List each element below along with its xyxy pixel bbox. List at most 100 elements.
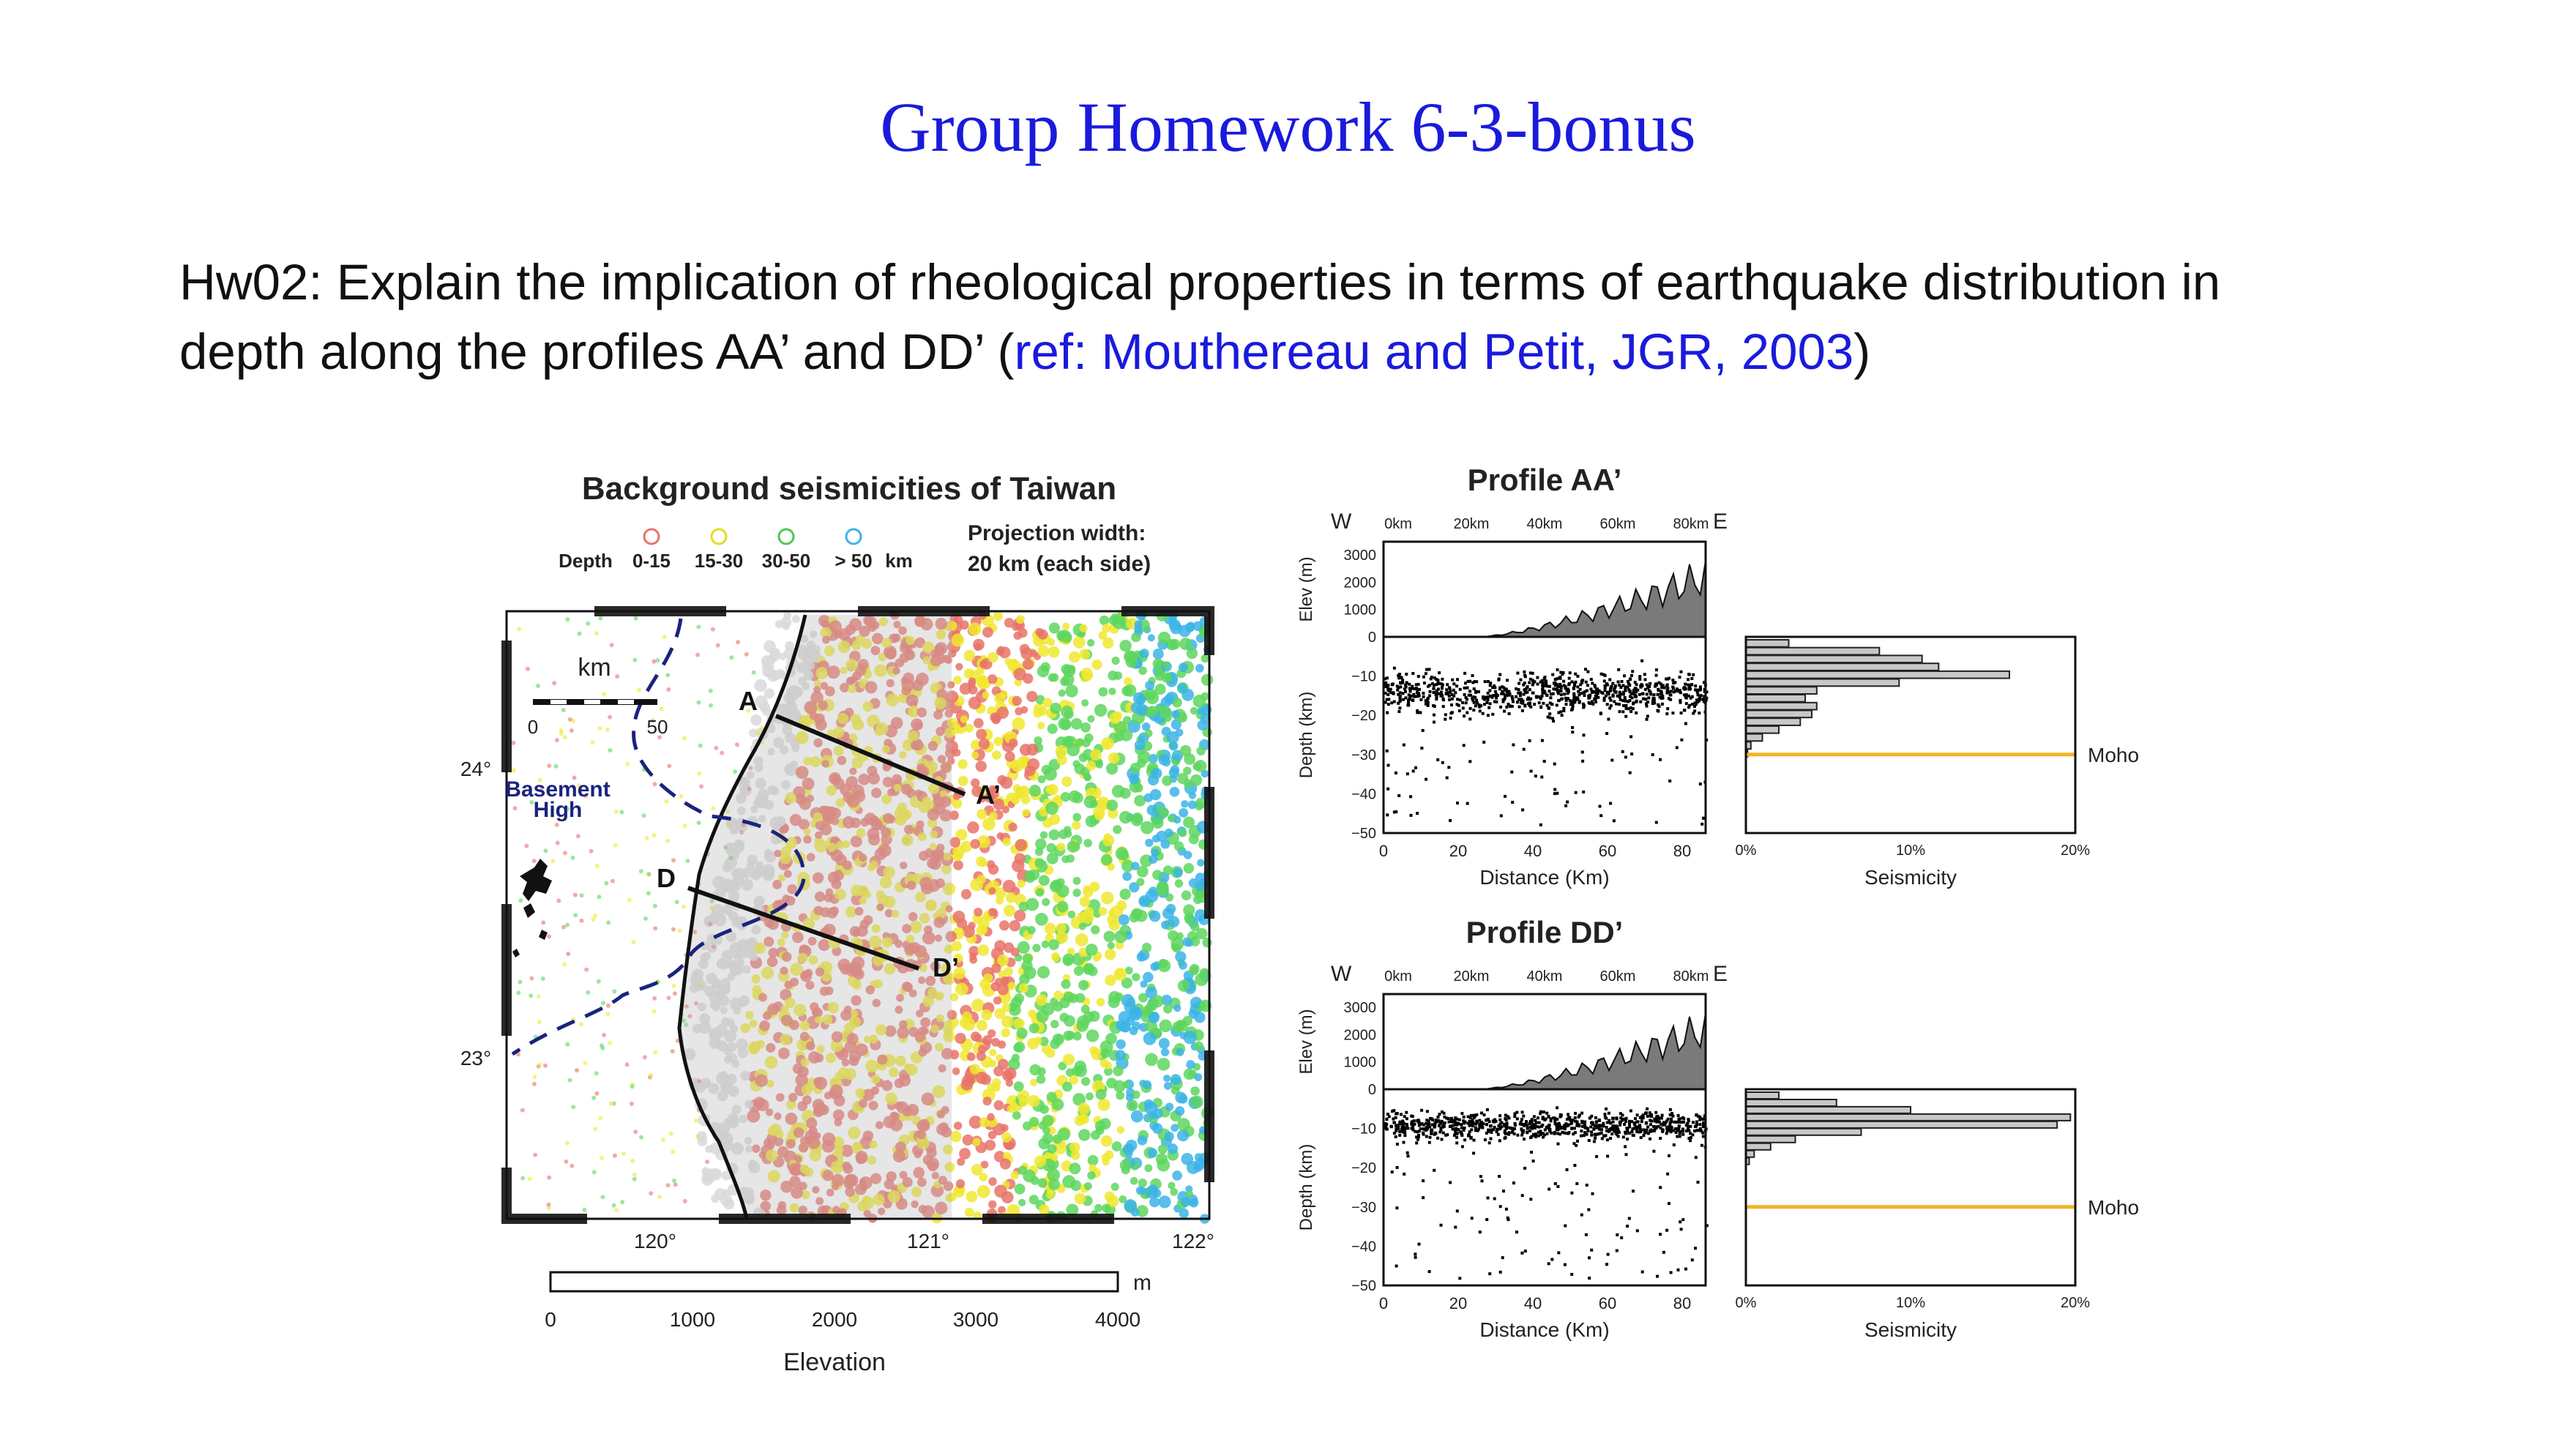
seismicity-dot — [547, 763, 552, 769]
earthquake-point — [1684, 682, 1687, 686]
earthquake-point — [1687, 687, 1691, 690]
seismicity-dot — [799, 1020, 810, 1031]
seismicity-dot — [620, 1200, 625, 1205]
earthquake-point — [1473, 1115, 1476, 1118]
seismicity-dot — [1134, 739, 1146, 751]
seismicity-dot — [1029, 1064, 1041, 1076]
seismicity-dot — [606, 1003, 611, 1008]
seismicity-dot — [1029, 1078, 1038, 1086]
distance-tick: 0 — [1379, 1294, 1388, 1313]
seismicity-dot — [764, 936, 774, 947]
earthquake-point — [1654, 821, 1658, 824]
seismicity-dot — [751, 1144, 761, 1154]
seismicity-dot — [1201, 673, 1214, 686]
seismicity-dot — [982, 627, 993, 638]
earthquake-point — [1567, 697, 1570, 701]
seismicity-dot — [1107, 941, 1115, 949]
seismicity-dot — [1190, 963, 1200, 974]
earthquake-point — [1597, 1119, 1601, 1121]
seismicity-dot — [565, 922, 570, 927]
seismicity-dot — [1190, 706, 1198, 715]
earthquake-point — [1682, 687, 1686, 690]
earthquake-point — [1457, 709, 1461, 713]
seismicity-dot — [533, 1152, 538, 1157]
earthquake-point — [1498, 1118, 1502, 1121]
seismicity-dot — [919, 851, 929, 861]
earthquake-point — [1610, 1125, 1614, 1129]
earthquake-point — [1551, 673, 1555, 676]
seismicity-dot — [1144, 688, 1157, 701]
earthquake-point — [1429, 677, 1433, 681]
earthquake-point — [1534, 1135, 1537, 1138]
seismicity-dot — [832, 1109, 845, 1121]
seismicity-tick: 20% — [2061, 843, 2090, 859]
earthquake-point — [1495, 700, 1498, 703]
earthquake-point — [1526, 1127, 1529, 1130]
earthquake-point — [1564, 1224, 1567, 1228]
earthquake-point — [1528, 739, 1531, 742]
seismicity-dot — [1104, 1150, 1114, 1160]
earthquake-point — [1662, 686, 1666, 690]
elevation-tick-0: 0 — [545, 1308, 556, 1331]
seismicity-dot — [564, 1140, 570, 1146]
earthquake-point — [1643, 673, 1646, 676]
earthquake-point — [1667, 1128, 1670, 1132]
earthquake-point — [1610, 758, 1614, 762]
earthquake-point — [1445, 1116, 1449, 1120]
seismicity-dot — [957, 1157, 966, 1166]
seismicity-dot — [988, 886, 996, 895]
earthquake-point — [1700, 822, 1704, 826]
seismicity-dot — [981, 1009, 993, 1020]
earthquake-point — [1394, 1135, 1397, 1138]
seismicity-dot — [1014, 1041, 1026, 1053]
seismicity-dot — [962, 1134, 974, 1146]
seismicity-dot — [993, 611, 1003, 621]
elevation-unit: m — [1133, 1271, 1151, 1295]
seismicity-dot — [871, 788, 882, 799]
top-distance-tick: 80km — [1673, 516, 1709, 532]
earthquake-point — [1391, 682, 1395, 686]
seismicity-dot — [1018, 627, 1028, 638]
seismicity-dot — [1101, 741, 1110, 750]
seismicity-dot — [832, 1136, 845, 1149]
earthquake-point — [1575, 1124, 1579, 1127]
earthquake-point — [1485, 1119, 1488, 1122]
seismicity-dot — [751, 925, 761, 935]
earthquake-point — [1618, 690, 1621, 694]
earthquake-point — [1436, 1136, 1440, 1140]
earthquake-point — [1505, 706, 1509, 709]
seismicity-dot — [531, 859, 537, 864]
earthquake-point — [1528, 688, 1531, 692]
earthquake-point — [1684, 1267, 1687, 1271]
earthquake-point — [1395, 1143, 1399, 1146]
seismicity-dot — [1070, 1150, 1080, 1160]
seismicity-dot — [613, 809, 619, 814]
seismicity-dot — [573, 913, 578, 918]
seismicity-dot — [1073, 966, 1084, 977]
seismicity-dot — [803, 828, 811, 836]
earthquake-point — [1554, 687, 1558, 691]
seismicity-dot — [1041, 940, 1050, 949]
seismicity-dot — [1062, 622, 1070, 630]
seismicity-dot — [674, 900, 679, 905]
earthquake-point — [1419, 698, 1423, 701]
earthquake-point — [1426, 696, 1430, 700]
earthquake-point — [1558, 1115, 1562, 1119]
earthquake-point — [1446, 683, 1449, 687]
earthquake-point — [1512, 1132, 1516, 1135]
earthquake-point — [1621, 1113, 1624, 1117]
earthquake-point — [1605, 691, 1609, 695]
seismicity-dot — [1047, 638, 1056, 646]
question-reference: ref: Mouthereau and Petit, JGR, 2003 — [1014, 324, 1854, 380]
earthquake-point — [1517, 705, 1521, 709]
seismicity-dot — [1008, 738, 1018, 748]
earthquake-point — [1399, 682, 1403, 685]
seismicity-dot — [646, 891, 651, 896]
earthquake-point — [1486, 714, 1490, 717]
seismicity-dot — [1011, 796, 1020, 804]
seismicity-dot — [717, 1090, 728, 1102]
earthquake-point — [1675, 746, 1679, 750]
earthquake-point — [1407, 703, 1411, 707]
seismicity-dot — [966, 1052, 976, 1061]
earthquake-point — [1624, 703, 1628, 707]
